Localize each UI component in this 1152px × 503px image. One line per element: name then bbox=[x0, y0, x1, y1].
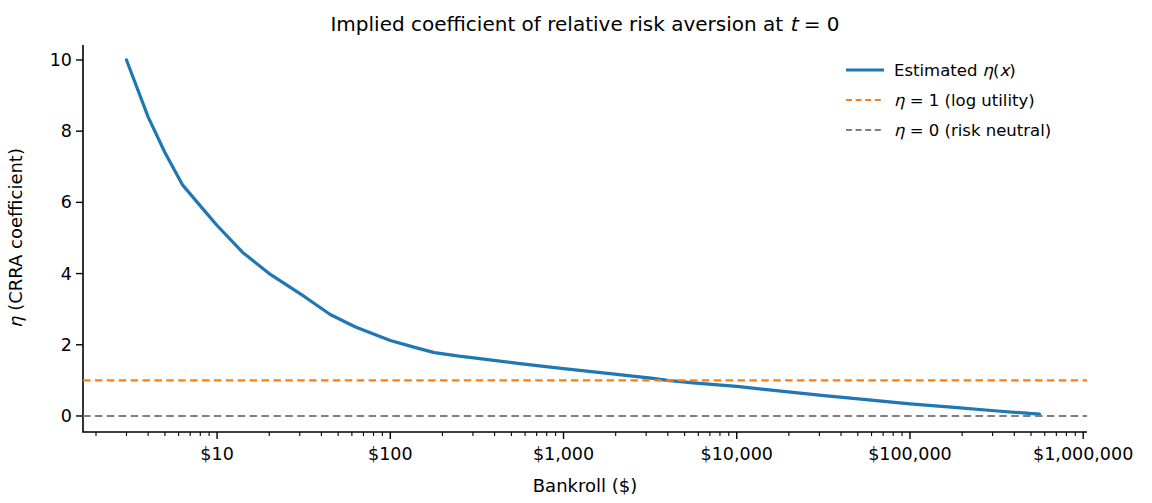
legend-label: Estimated η(x) bbox=[894, 61, 1016, 80]
x-tick-label: $10,000 bbox=[701, 444, 773, 464]
x-tick-label: $100,000 bbox=[868, 444, 952, 464]
y-tick-label: 0 bbox=[61, 406, 72, 426]
x-tick-label: $1,000,000 bbox=[1033, 444, 1133, 464]
y-tick-label: 8 bbox=[61, 121, 72, 141]
legend-item: η = 1 (log utility) bbox=[846, 91, 1035, 110]
y-axis-label: η (CRRA coefficient) bbox=[5, 148, 26, 328]
legend-label: η = 0 (risk neutral) bbox=[894, 121, 1051, 140]
y-tick-label: 4 bbox=[61, 264, 72, 284]
figure: $10 $100 $1,000 $10,000 $100,000 $1,000,000 0 2… bbox=[0, 0, 1152, 503]
x-tick-label: $100 bbox=[368, 444, 413, 464]
x-tick-label: $10 bbox=[200, 444, 233, 464]
y-tick-label: 10 bbox=[50, 50, 72, 70]
legend-label: η = 1 (log utility) bbox=[894, 91, 1035, 110]
y-tick-label: 6 bbox=[61, 192, 72, 212]
crra-chart: $10 $100 $1,000 $10,000 $100,000 $1,000,000 0 2… bbox=[0, 0, 1152, 503]
legend-item: η = 0 (risk neutral) bbox=[846, 121, 1051, 140]
series bbox=[83, 60, 1087, 416]
y-axis: 0 2 4 6 8 10 bbox=[50, 50, 83, 426]
estimated-eta-curve bbox=[127, 60, 1040, 414]
legend-item: Estimated η(x) bbox=[846, 61, 1016, 80]
x-axis-label: Bankroll ($) bbox=[533, 475, 637, 496]
x-axis: $10 $100 $1,000 $10,000 $100,000 $1,000,000 bbox=[96, 432, 1133, 464]
legend: Estimated η(x) η = 1 (log utility) η = 0 (… bbox=[846, 61, 1051, 140]
x-tick-label: $1,000 bbox=[533, 444, 594, 464]
y-tick-label: 2 bbox=[61, 335, 72, 355]
chart-title: Implied coefficient of relative risk ave… bbox=[330, 12, 839, 36]
